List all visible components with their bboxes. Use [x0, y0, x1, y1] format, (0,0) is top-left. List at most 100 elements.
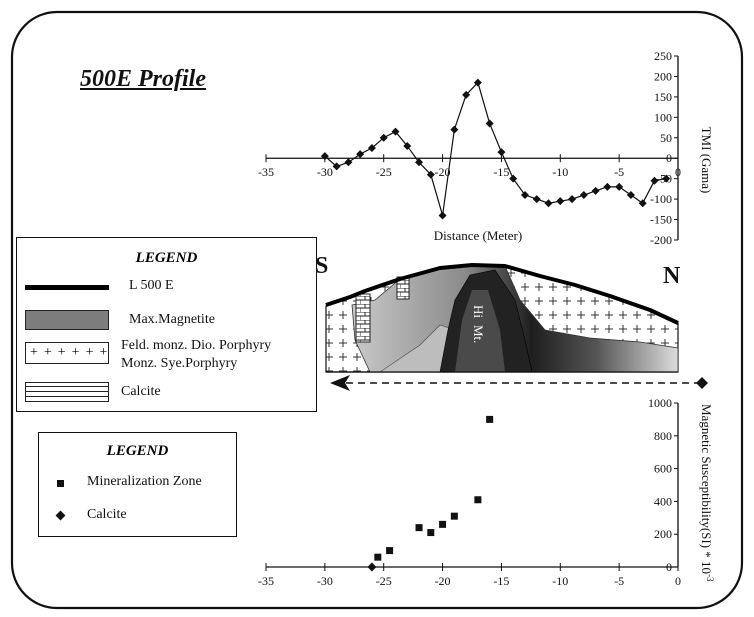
cross-section: S N Hi Mt. — [315, 253, 708, 391]
tmi-point — [473, 78, 482, 87]
chart-1-x-tick-label: -10 — [552, 574, 568, 588]
tmi-point — [650, 176, 659, 185]
susceptibility-axes: -35 -30 -25 -20 -15 -10 -5 00 200 400 600 800 1000 — [258, 396, 681, 588]
chart-1-y-tick-label: 200 — [654, 527, 672, 541]
tmi-series — [320, 78, 671, 220]
mineralization-point — [439, 520, 447, 528]
chart-0-x-tick-label: -10 — [552, 165, 568, 179]
tmi-point — [532, 195, 541, 204]
chart-1-y-tick-label: 0 — [666, 560, 672, 574]
tmi-point — [320, 152, 329, 161]
tmi-point — [556, 197, 565, 206]
points-legend: LEGEND Mineralization Zone Calcite — [38, 432, 237, 537]
geology-legend-title: LEGEND — [135, 250, 198, 266]
section-core-inner — [455, 290, 505, 372]
chart-0-x-tick-label: -30 — [317, 165, 333, 179]
chart-1-x-tick-label: -30 — [317, 574, 333, 588]
tmi-point — [603, 182, 612, 191]
mineralization-point — [427, 529, 435, 537]
chart-0-y-tick-label: 50 — [660, 131, 672, 145]
chart-1-y-tick-label: 600 — [654, 462, 672, 476]
tmi-point — [544, 199, 553, 208]
chart-1-x-tick-label: -5 — [614, 574, 624, 588]
tmi-point — [426, 170, 435, 179]
susceptibility-chart: -35 -30 -25 -20 -15 -10 -5 00 200 400 600 800 1000 M… — [258, 396, 715, 588]
tmi-point — [438, 211, 447, 220]
legend-label-calcite: Calcite — [121, 384, 161, 399]
chart-0-x-tick-label: -25 — [376, 165, 392, 179]
section-arrow-head — [330, 375, 350, 391]
tmi-point — [626, 191, 635, 200]
chart-1-x-tick-label: -35 — [258, 574, 274, 588]
legend-swatch-profile-line — [25, 285, 109, 290]
section-label-north: N — [663, 263, 681, 289]
legend-label-porphyry-2: Monz. Sye.Porphyry — [121, 356, 238, 371]
tmi-point — [568, 195, 577, 204]
legend-marker-diamond-icon — [55, 510, 66, 521]
tmi-point — [379, 133, 388, 142]
tmi-point — [356, 150, 365, 159]
tmi-point — [415, 158, 424, 167]
chart-0-y-tick-label: 150 — [654, 90, 672, 104]
chart-0-y-tick-label: 250 — [654, 49, 672, 63]
chart-0-x-tick-label: 0 — [675, 165, 681, 179]
mineralization-point — [374, 553, 382, 561]
susceptibility-y-axis-label-group: Magnetic Susceptibility(SI) * 10-3 — [699, 404, 715, 582]
section-arrow-diamond — [696, 377, 708, 389]
tmi-chart: -35-30-25-20-15-10-50-200-150-100-500501… — [258, 49, 714, 247]
tmi-x-axis-label: Distance (Meter) — [434, 228, 522, 243]
legend-swatch-calcite — [25, 382, 109, 402]
chart-1-y-tick-label: 1000 — [648, 396, 672, 410]
section-core-label-hi: Hi — [471, 305, 486, 318]
section-core-label-mt: Mt. — [471, 325, 486, 343]
mineralization-point — [415, 524, 423, 532]
chart-0-x-tick-label: -15 — [493, 165, 509, 179]
tmi-point — [462, 90, 471, 99]
chart-1-x-tick-label: 0 — [675, 574, 681, 588]
legend-marker-square-icon — [57, 480, 64, 487]
tmi-point — [662, 174, 671, 183]
chart-0-y-tick-label: 200 — [654, 69, 672, 83]
chart-0-x-tick-label: -35 — [258, 165, 274, 179]
mineralization-point — [450, 512, 458, 520]
mineralization-point — [386, 547, 394, 555]
section-calcite-vein-1 — [355, 293, 371, 343]
tmi-series-line — [324, 81, 667, 216]
section-label-south: S — [315, 253, 328, 279]
legend-swatch-magnetite — [25, 310, 109, 330]
legend-label-calcite-point: Calcite — [87, 507, 127, 522]
mineralization-point — [474, 496, 482, 504]
tmi-point — [497, 148, 506, 157]
section-profile-line — [325, 263, 679, 325]
chart-0-y-tick-label: -100 — [650, 192, 672, 206]
tmi-point — [485, 119, 494, 128]
chart-0-x-tick-label: -20 — [435, 165, 451, 179]
susceptibility-series — [367, 415, 494, 572]
figure-frame — [10, 10, 744, 610]
tmi-point — [344, 158, 353, 167]
tmi-point — [450, 125, 459, 134]
chart-0-x-tick-label: -5 — [614, 165, 624, 179]
chart-1-x-tick-label: -20 — [435, 574, 451, 588]
points-legend-title: LEGEND — [106, 443, 169, 459]
legend-label-mineralization: Mineralization Zone — [87, 474, 202, 489]
legend-swatch-porphyry: ++++++ — [25, 342, 109, 364]
chart-1-y-tick-label: 400 — [654, 494, 672, 508]
chart-0-y-tick-label: -200 — [650, 233, 672, 247]
chart-0-y-tick-label: 100 — [654, 110, 672, 124]
tmi-point — [520, 191, 529, 200]
figure-title: 500E Profile — [80, 66, 206, 92]
mineralization-point — [486, 415, 494, 423]
tmi-point — [403, 141, 412, 150]
tmi-point — [579, 191, 588, 200]
legend-label-profile-line: L 500 E — [129, 278, 174, 293]
legend-label-magnetite: Max.Magnetite — [129, 312, 215, 327]
tmi-y-axis-label: TMI (Gama) — [699, 127, 714, 194]
chart-1-x-tick-label: -15 — [493, 574, 509, 588]
calcite-point — [367, 562, 377, 572]
tmi-point — [332, 162, 341, 171]
tmi-axes: -35-30-25-20-15-10-50-200-150-100-500501… — [258, 49, 681, 247]
susceptibility-y-axis-label: Magnetic Susceptibility(SI) * 10-3 — [699, 404, 715, 582]
